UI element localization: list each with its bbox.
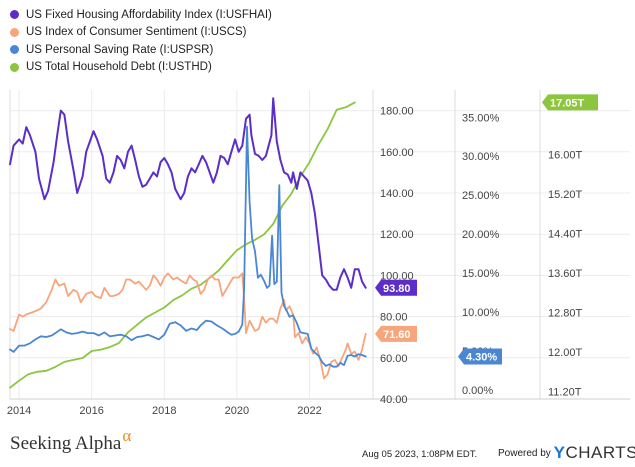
middle-axis-tick-4: 20.00% — [462, 229, 500, 241]
legend-label-hai: US Fixed Housing Affordability Index (I:… — [26, 8, 272, 21]
legend-dot-thd — [10, 62, 19, 72]
ycharts-credit[interactable]: Powered by YCHARTS — [498, 443, 635, 463]
x-axis-tick-4: 2022 — [297, 405, 321, 417]
right-axis-tick-0: 11.20T — [548, 387, 582, 399]
left-axis-tick-2: 80.00 — [380, 312, 408, 324]
left-axis-tick-0: 40.00 — [380, 394, 408, 406]
legend-item-psr[interactable]: US Personal Saving Rate (I:USPSR) — [10, 41, 272, 59]
seeking-alpha-text: Seeking Alpha — [10, 433, 122, 454]
right-axis-tick-6: 16.00T — [548, 149, 583, 161]
chart-grid — [10, 90, 630, 400]
left-axis-tick-4: 120.00 — [380, 229, 414, 241]
left-axis-tick-3: 100.00 — [380, 270, 414, 282]
x-axis-tick-2: 2018 — [152, 405, 176, 417]
right-axis-tick-3: 13.60T — [548, 268, 583, 280]
axis-dividers — [9, 90, 630, 400]
badge-hai — [375, 279, 417, 296]
legend: US Fixed Housing Affordability Index (I:… — [10, 6, 272, 76]
x-axis-tick-1: 2016 — [79, 405, 103, 417]
legend-dot-psr — [10, 45, 19, 55]
chart-series — [9, 97, 367, 389]
legend-label-psr: US Personal Saving Rate (I:USPSR) — [26, 43, 214, 56]
left-axis-tick-7: 180.00 — [380, 106, 414, 118]
x-axis-tick-3: 2020 — [225, 405, 249, 417]
x-axis-tick-0: 2014 — [7, 405, 31, 417]
legend-item-ics[interactable]: US Index of Consumer Sentiment (I:USCS) — [10, 24, 272, 42]
left-axis-tick-1: 60.00 — [380, 353, 408, 365]
series-line-psr — [9, 125, 367, 368]
badge-label-ics: 71.60 — [383, 329, 411, 341]
badge-label-thd: 17.05T — [550, 97, 585, 109]
middle-axis-tick-2: 10.00% — [462, 307, 500, 319]
right-axis-tick-1: 12.00T — [548, 347, 583, 359]
last-value-badges: 93.80 71.60 4.30% 17.05T — [375, 94, 598, 365]
legend-label-ics: US Index of Consumer Sentiment (I:USCS) — [26, 26, 247, 39]
right-axis-tick-4: 14.40T — [548, 228, 583, 240]
badge-ics — [375, 325, 417, 342]
alpha-icon: α — [122, 426, 132, 445]
right-axis-tick-5: 15.20T — [548, 189, 583, 201]
middle-axis-tick-0: 0.00% — [462, 385, 493, 397]
badge-psr — [458, 348, 502, 365]
powered-by-text: Powered by — [498, 448, 551, 459]
badge-label-hai: 93.80 — [383, 283, 411, 295]
legend-item-thd[interactable]: US Total Household Debt (I:USTHD) — [10, 59, 272, 77]
left-axis-tick-5: 140.00 — [380, 188, 414, 200]
legend-item-hai[interactable]: US Fixed Housing Affordability Index (I:… — [10, 6, 272, 24]
ycharts-y-icon: Y — [553, 443, 566, 462]
middle-axis-tick-3: 15.00% — [462, 268, 500, 280]
legend-dot-ics — [10, 27, 19, 37]
badge-thd — [542, 94, 598, 111]
badge-label-psr: 4.30% — [466, 352, 497, 364]
middle-axis-tick-5: 25.00% — [462, 190, 500, 202]
ycharts-logo-text: CHARTS — [565, 443, 635, 462]
middle-axis-tick-6: 30.00% — [462, 151, 500, 163]
ycharts-logo: YCHARTS — [554, 443, 635, 462]
seeking-alpha-logo[interactable]: Seeking Alphaα — [10, 426, 131, 455]
middle-axis-tick-7: 35.00% — [462, 112, 500, 124]
left-axis-tick-6: 160.00 — [380, 147, 414, 159]
legend-dot-hai — [10, 10, 19, 20]
legend-label-thd: US Total Household Debt (I:USTHD) — [26, 61, 212, 74]
timestamp: Aug 05 2023, 1:08PM EDT. — [362, 449, 478, 460]
right-axis-tick-2: 12.80T — [548, 307, 583, 319]
axis-labels: 40.00 60.00 80.00 100.00 120.00 140.00 160.00 1… — [7, 106, 583, 417]
series-line-thd — [9, 101, 356, 389]
series-line-hai — [9, 97, 367, 291]
